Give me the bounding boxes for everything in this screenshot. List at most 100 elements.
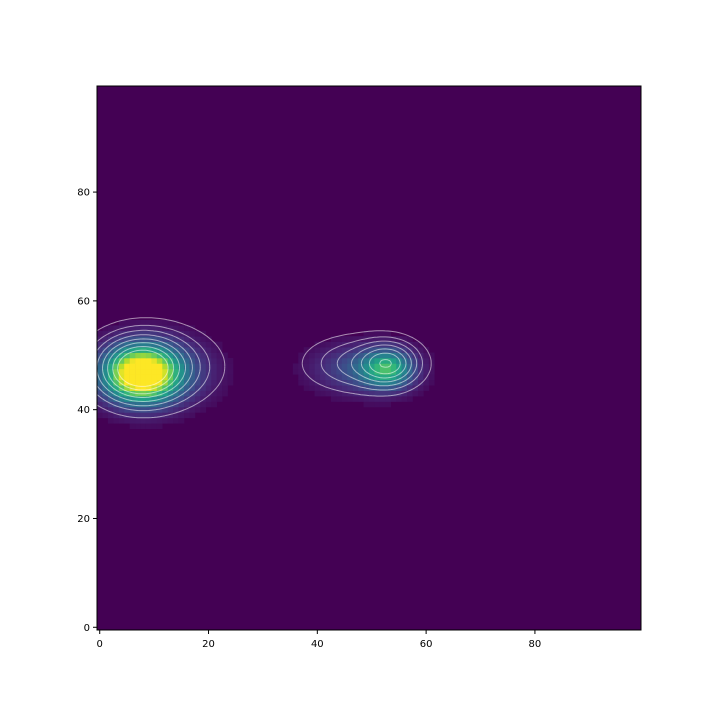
heatmap-cell <box>396 390 402 397</box>
heatmap-cell <box>189 347 196 353</box>
heatmap-cell <box>162 417 169 424</box>
heatmap-cell <box>385 368 392 375</box>
contour-line <box>97 317 432 419</box>
heatmap-cell <box>379 368 386 375</box>
heatmap-cells <box>97 319 435 430</box>
heatmap-cell <box>178 374 185 381</box>
heatmap-cell <box>102 396 109 402</box>
heatmap-cell <box>407 341 413 348</box>
heatmap-cell <box>200 368 207 375</box>
heatmap-cell <box>156 412 163 419</box>
heatmap-cell <box>135 406 141 413</box>
heatmap-cell <box>129 412 136 419</box>
heatmap-cell <box>113 368 120 375</box>
heatmap-cell <box>162 347 169 353</box>
heatmap-cell <box>336 374 343 381</box>
heatmap-cell <box>205 363 212 370</box>
heatmap-cell <box>363 390 370 397</box>
heatmap-cell <box>374 385 381 391</box>
heatmap-cell <box>341 390 348 397</box>
heatmap-cell <box>173 379 179 386</box>
heatmap-cell <box>341 352 348 359</box>
x-tick-label: 20 <box>202 639 215 650</box>
heatmap-cell <box>102 412 109 419</box>
heatmap-cell <box>173 325 179 332</box>
heatmap-cell <box>385 347 392 353</box>
heatmap-cell <box>412 379 419 386</box>
heatmap-cell <box>129 417 136 424</box>
heatmap-cell <box>363 347 370 353</box>
heatmap-cell <box>363 379 370 386</box>
heatmap-cell <box>385 374 392 381</box>
heatmap-cell <box>113 341 120 348</box>
heatmap-cell <box>184 385 190 391</box>
heatmap-cell <box>156 330 163 337</box>
heatmap-cell <box>118 352 125 359</box>
heatmap-cell <box>309 385 315 391</box>
heatmap-cell <box>330 385 337 391</box>
heatmap-cell <box>385 385 392 391</box>
heatmap-cell <box>314 374 321 381</box>
heatmap-cell <box>369 368 375 375</box>
heatmap-cell <box>124 352 130 359</box>
heatmap-cell <box>129 390 136 397</box>
heatmap-cell <box>184 325 190 332</box>
heatmap-cell <box>140 423 147 430</box>
heatmap-cell <box>369 396 375 402</box>
heatmap-cell <box>336 336 343 342</box>
heatmap-cell <box>151 401 158 408</box>
heatmap-cell <box>135 417 141 424</box>
heatmap-cell <box>417 347 424 353</box>
heatmap-cell <box>145 363 152 370</box>
heatmap-cell <box>330 341 337 348</box>
heatmap-cell <box>412 368 419 375</box>
heatmap-cell <box>140 379 147 386</box>
heatmap-cell <box>314 385 321 391</box>
heatmap-cell <box>162 341 169 348</box>
heatmap-cell <box>140 417 147 424</box>
heatmap-cell <box>407 352 413 359</box>
heatmap-cell <box>379 379 386 386</box>
contour-line <box>117 349 169 387</box>
heatmap-cell <box>184 374 190 381</box>
heatmap-cell <box>184 341 190 348</box>
heatmap-cell <box>303 347 310 353</box>
heatmap-cell <box>162 396 169 402</box>
heatmap-cell <box>184 358 190 364</box>
heatmap-cell <box>227 374 234 381</box>
heatmap-cell <box>341 385 348 391</box>
heatmap-cell <box>178 336 185 342</box>
heatmap-cell <box>303 368 310 375</box>
heatmap-cell <box>347 396 353 402</box>
heatmap-cell <box>385 401 392 408</box>
heatmap-cell <box>401 396 408 402</box>
heatmap-cell <box>222 352 228 359</box>
heatmap-cell <box>113 363 120 370</box>
heatmap-cell <box>135 374 141 381</box>
contour-line <box>112 346 392 391</box>
heatmap-cell <box>396 368 402 375</box>
heatmap-cell <box>129 374 136 381</box>
y-tick-label: 40 <box>77 405 90 416</box>
heatmap-cell <box>113 417 120 424</box>
heatmap-cell <box>396 396 402 402</box>
heatmap-cell <box>205 347 212 353</box>
heatmap-cell <box>173 319 179 326</box>
heatmap-cell <box>156 406 163 413</box>
heatmap-cell <box>124 336 130 342</box>
heatmap-cell <box>113 406 120 413</box>
heatmap-cell <box>194 385 201 391</box>
heatmap-cell <box>189 374 196 381</box>
heatmap-cell <box>156 336 163 342</box>
heatmap-cell <box>184 336 190 342</box>
heatmap-cell <box>298 352 305 359</box>
heatmap-cell <box>151 423 158 430</box>
heatmap-cell <box>303 385 310 391</box>
heatmap-cell <box>124 325 130 332</box>
heatmap-cell <box>417 363 424 370</box>
heatmap-cell <box>211 347 217 353</box>
heatmap-cell <box>102 341 109 348</box>
heatmap-cell <box>97 352 103 359</box>
heatmap-cell <box>194 336 201 342</box>
heatmap-cell <box>374 336 381 342</box>
